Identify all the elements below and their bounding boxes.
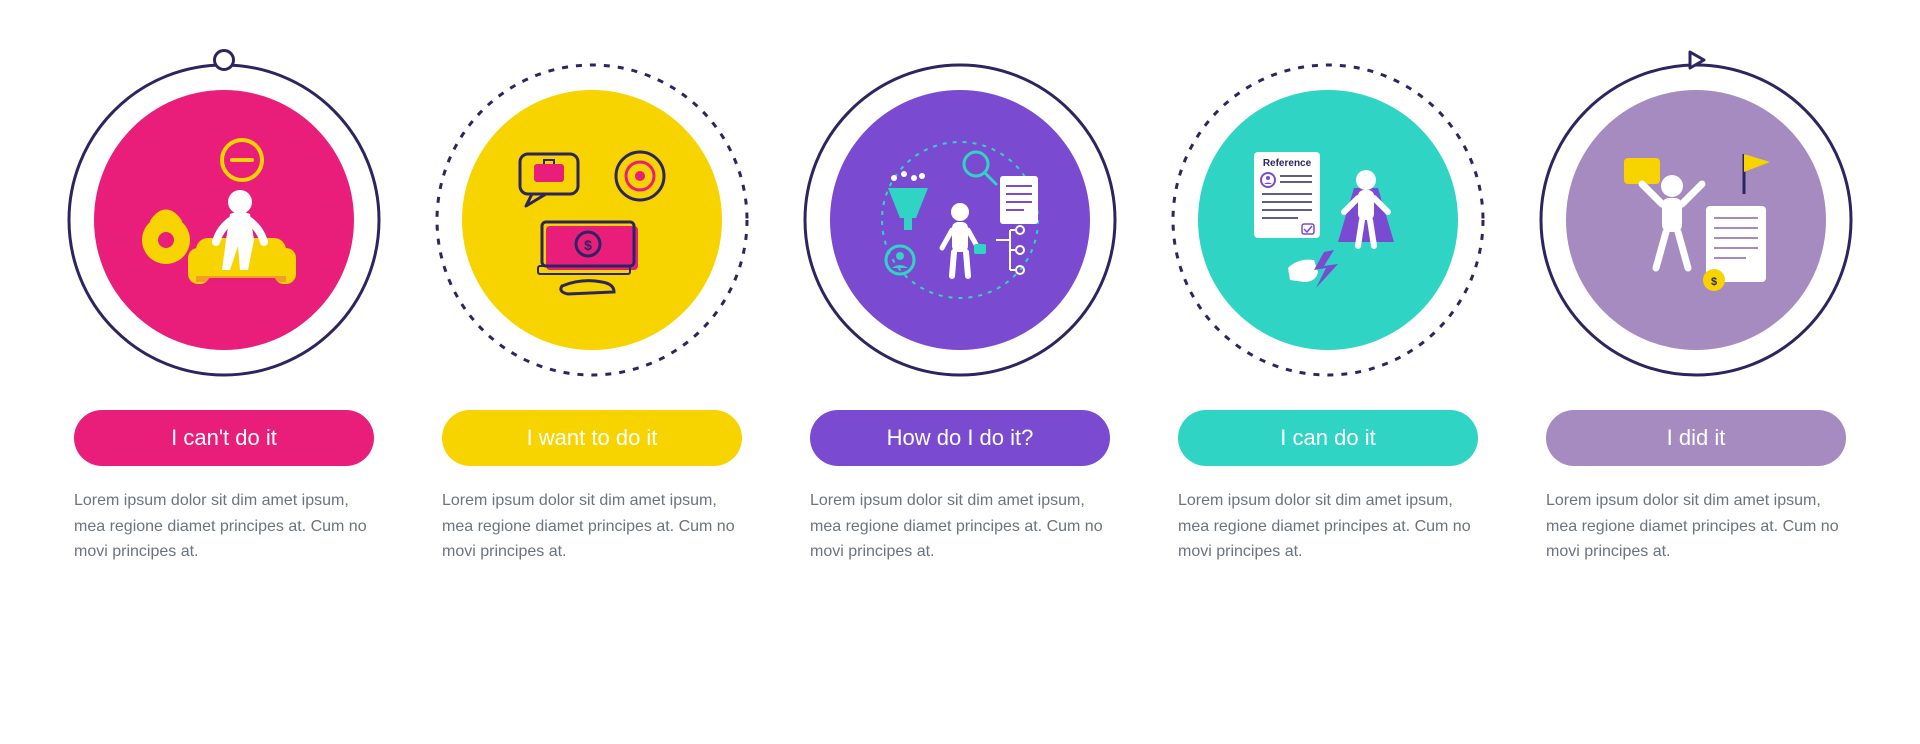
desc-want: Lorem ipsum dolor sit dim amet ipsum, me… [442, 488, 742, 565]
celebrate-flag-cert-icon: $ [1606, 130, 1786, 310]
disc-did: $ [1566, 90, 1826, 350]
end-arrow-icon [1682, 46, 1710, 74]
desc-did: Lorem ipsum dolor sit dim amet ipsum, me… [1546, 488, 1846, 565]
circle-how [800, 60, 1120, 380]
desc-how: Lorem ipsum dolor sit dim amet ipsum, me… [810, 488, 1110, 565]
label-how-text: How do I do it? [887, 425, 1034, 451]
step-how: How do I do it? Lorem ipsum dolor sit di… [800, 60, 1120, 565]
label-want: I want to do it [442, 410, 742, 466]
circle-did: $ [1536, 60, 1856, 380]
start-dot-icon [213, 49, 235, 71]
svg-text:$: $ [1711, 276, 1717, 288]
reference-hero-fist-icon: Reference [1238, 130, 1418, 310]
svg-text:$: $ [584, 237, 592, 253]
label-can-text: I can do it [1280, 425, 1375, 451]
label-did: I did it [1546, 410, 1846, 466]
step-can: Reference [1168, 60, 1488, 565]
reference-text: Reference [1263, 158, 1312, 169]
person-couch-weight-icon [134, 130, 314, 310]
label-can: I can do it [1178, 410, 1478, 466]
circle-cant [64, 60, 384, 380]
disc-how [830, 90, 1090, 350]
circle-can: Reference [1168, 60, 1488, 380]
label-how: How do I do it? [810, 410, 1110, 466]
disc-cant [94, 90, 354, 350]
step-did: $ I did it Lorem ipsum dolor sit dim ame… [1536, 60, 1856, 565]
disc-can: Reference [1198, 90, 1458, 350]
desc-cant: Lorem ipsum dolor sit dim amet ipsum, me… [74, 488, 374, 565]
label-want-text: I want to do it [527, 425, 658, 451]
infographic-row: I can't do it Lorem ipsum dolor sit dim … [0, 0, 1920, 605]
label-did-text: I did it [1667, 425, 1726, 451]
circle-want: $ [432, 60, 752, 380]
funnel-person-doc-icon [870, 130, 1050, 310]
disc-want: $ [462, 90, 722, 350]
label-cant: I can't do it [74, 410, 374, 466]
step-cant: I can't do it Lorem ipsum dolor sit dim … [64, 60, 384, 565]
step-want: $ I want to do it Lorem ipsum dolor sit … [432, 60, 752, 565]
desc-can: Lorem ipsum dolor sit dim amet ipsum, me… [1178, 488, 1478, 565]
label-cant-text: I can't do it [171, 425, 277, 451]
money-target-briefcase-icon: $ [502, 130, 682, 310]
